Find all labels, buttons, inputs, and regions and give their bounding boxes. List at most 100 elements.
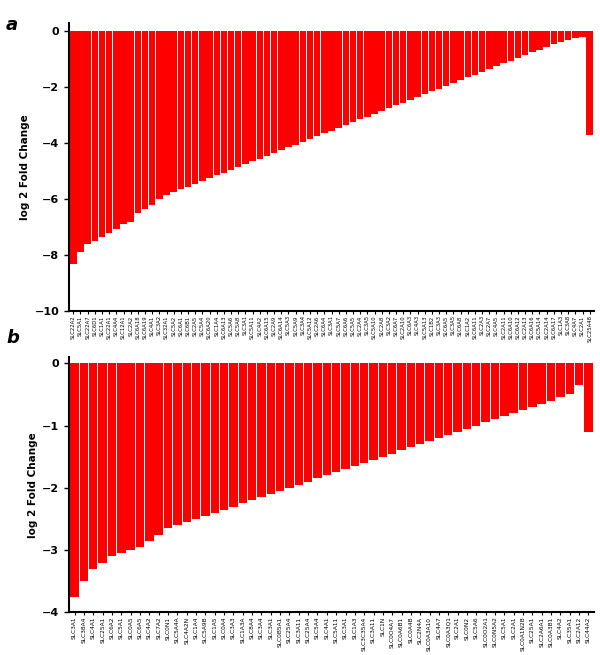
Bar [350,364,359,466]
Bar [242,31,248,164]
Bar [250,31,256,161]
Bar [491,364,499,419]
Bar [323,364,331,476]
Bar [400,31,406,103]
Bar [185,31,191,187]
Bar [266,364,275,494]
Bar [120,31,127,225]
Y-axis label: log 2 Fold Change: log 2 Fold Change [20,114,31,220]
Bar [393,31,399,105]
Bar [239,364,247,504]
Bar [313,364,322,478]
Bar [388,364,397,453]
Bar [544,31,550,47]
Bar [106,31,112,233]
Bar [457,31,464,81]
Bar [70,364,79,597]
Bar [357,31,364,119]
Bar [214,31,220,176]
Bar [99,31,105,237]
Bar [117,364,125,553]
Bar [264,31,270,156]
Bar [479,31,485,72]
Bar [257,364,266,497]
Bar [415,31,421,97]
Bar [486,31,493,69]
Text: a: a [6,16,18,34]
Bar [271,31,277,153]
Bar [156,31,163,199]
Bar [528,364,536,407]
Bar [178,31,184,189]
Bar [435,364,443,438]
Bar [529,31,536,52]
Bar [500,364,509,416]
Bar [335,31,342,128]
Bar [292,31,299,145]
Bar [154,364,163,534]
Bar [228,31,235,170]
Bar [575,364,583,385]
Bar [295,364,303,485]
Bar [170,31,177,192]
Bar [85,31,91,244]
Bar [182,364,191,522]
Bar [127,364,135,550]
Bar [464,31,471,77]
Bar [572,31,578,38]
Bar [149,31,155,205]
Text: b: b [6,329,19,347]
Bar [92,31,98,241]
Bar [422,31,428,94]
Bar [579,31,586,37]
Bar [299,31,306,142]
Bar [379,31,385,111]
Bar [164,364,172,529]
Bar [343,31,349,125]
Bar [407,31,413,100]
Bar [558,31,564,42]
Bar [142,31,148,209]
Bar [350,31,356,122]
Bar [493,31,500,66]
Bar [565,31,571,40]
Bar [108,364,116,556]
Bar [444,364,452,435]
Bar [472,31,478,75]
Bar [328,31,335,130]
Bar [428,31,435,92]
Bar [276,364,284,491]
Bar [192,31,199,184]
Bar [370,364,378,460]
Bar [113,31,119,229]
Bar [229,364,238,506]
Bar [371,31,378,114]
Bar [134,31,141,213]
Bar [515,31,521,58]
Bar [173,364,182,525]
Bar [257,31,263,159]
Bar [407,364,415,447]
Bar [450,31,457,83]
Bar [397,364,406,451]
Bar [472,364,481,426]
Bar [536,31,543,50]
Bar [211,364,219,513]
Bar [127,31,134,221]
Bar [221,31,227,173]
Y-axis label: log 2 Fold Change: log 2 Fold Change [28,432,38,538]
Bar [341,364,350,469]
Bar [248,364,256,500]
Bar [379,364,387,457]
Bar [547,364,555,401]
Bar [481,364,490,422]
Bar [285,364,293,488]
Bar [436,31,442,88]
Bar [508,31,514,61]
Bar [443,31,449,86]
Bar [556,364,565,398]
Bar [500,31,507,64]
Bar [522,31,529,55]
Bar [145,364,154,541]
Bar [463,364,471,428]
